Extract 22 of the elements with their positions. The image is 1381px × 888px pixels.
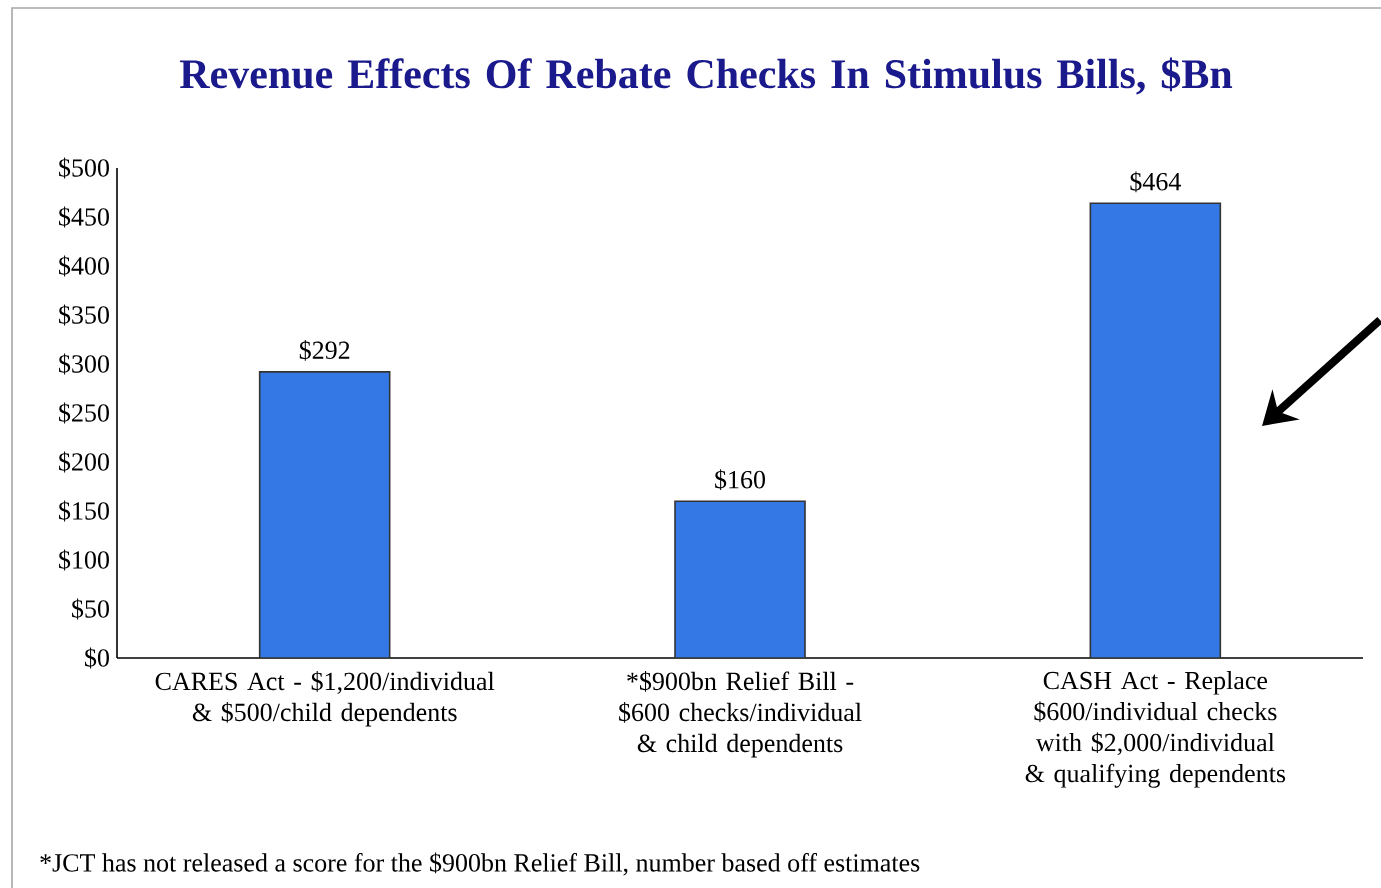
y-tick-label: $150: [59, 500, 109, 522]
x-tick-label: CARES Act - $1,200/individual & $500/child dependents: [155, 671, 495, 727]
bar: [674, 500, 806, 658]
y-tick-label: $0: [85, 647, 109, 669]
y-tick-label: $450: [59, 206, 109, 228]
y-tick-label: $300: [59, 353, 109, 375]
y-tick-label: $500: [59, 157, 109, 179]
data-label: $464: [1130, 171, 1181, 193]
bar: [258, 371, 391, 658]
y-tick-label: $200: [59, 451, 109, 473]
y-tick-label: $400: [59, 255, 109, 277]
y-tick-label: $250: [59, 402, 109, 424]
data-label: $292: [299, 339, 350, 361]
bar: [1089, 202, 1222, 658]
chart-title: Revenue Effects Of Rebate Checks In Stimulus Bills, $Bn: [179, 57, 1233, 95]
y-tick-label: $350: [59, 304, 109, 326]
x-tick-label: CASH Act - Replace $600/individual checks with $2,000/individual & qualifying dependents: [1025, 671, 1286, 788]
data-label: $160: [715, 469, 766, 491]
x-tick-label: *$900bn Relief Bill - $600 checks/individual & child dependents: [619, 671, 862, 758]
y-tick-label: $100: [59, 549, 109, 571]
text: *JCT has not released a score for the $900bn Relief Bill, number based off estimates: [40, 852, 920, 876]
y-tick-label: $50: [72, 598, 109, 620]
